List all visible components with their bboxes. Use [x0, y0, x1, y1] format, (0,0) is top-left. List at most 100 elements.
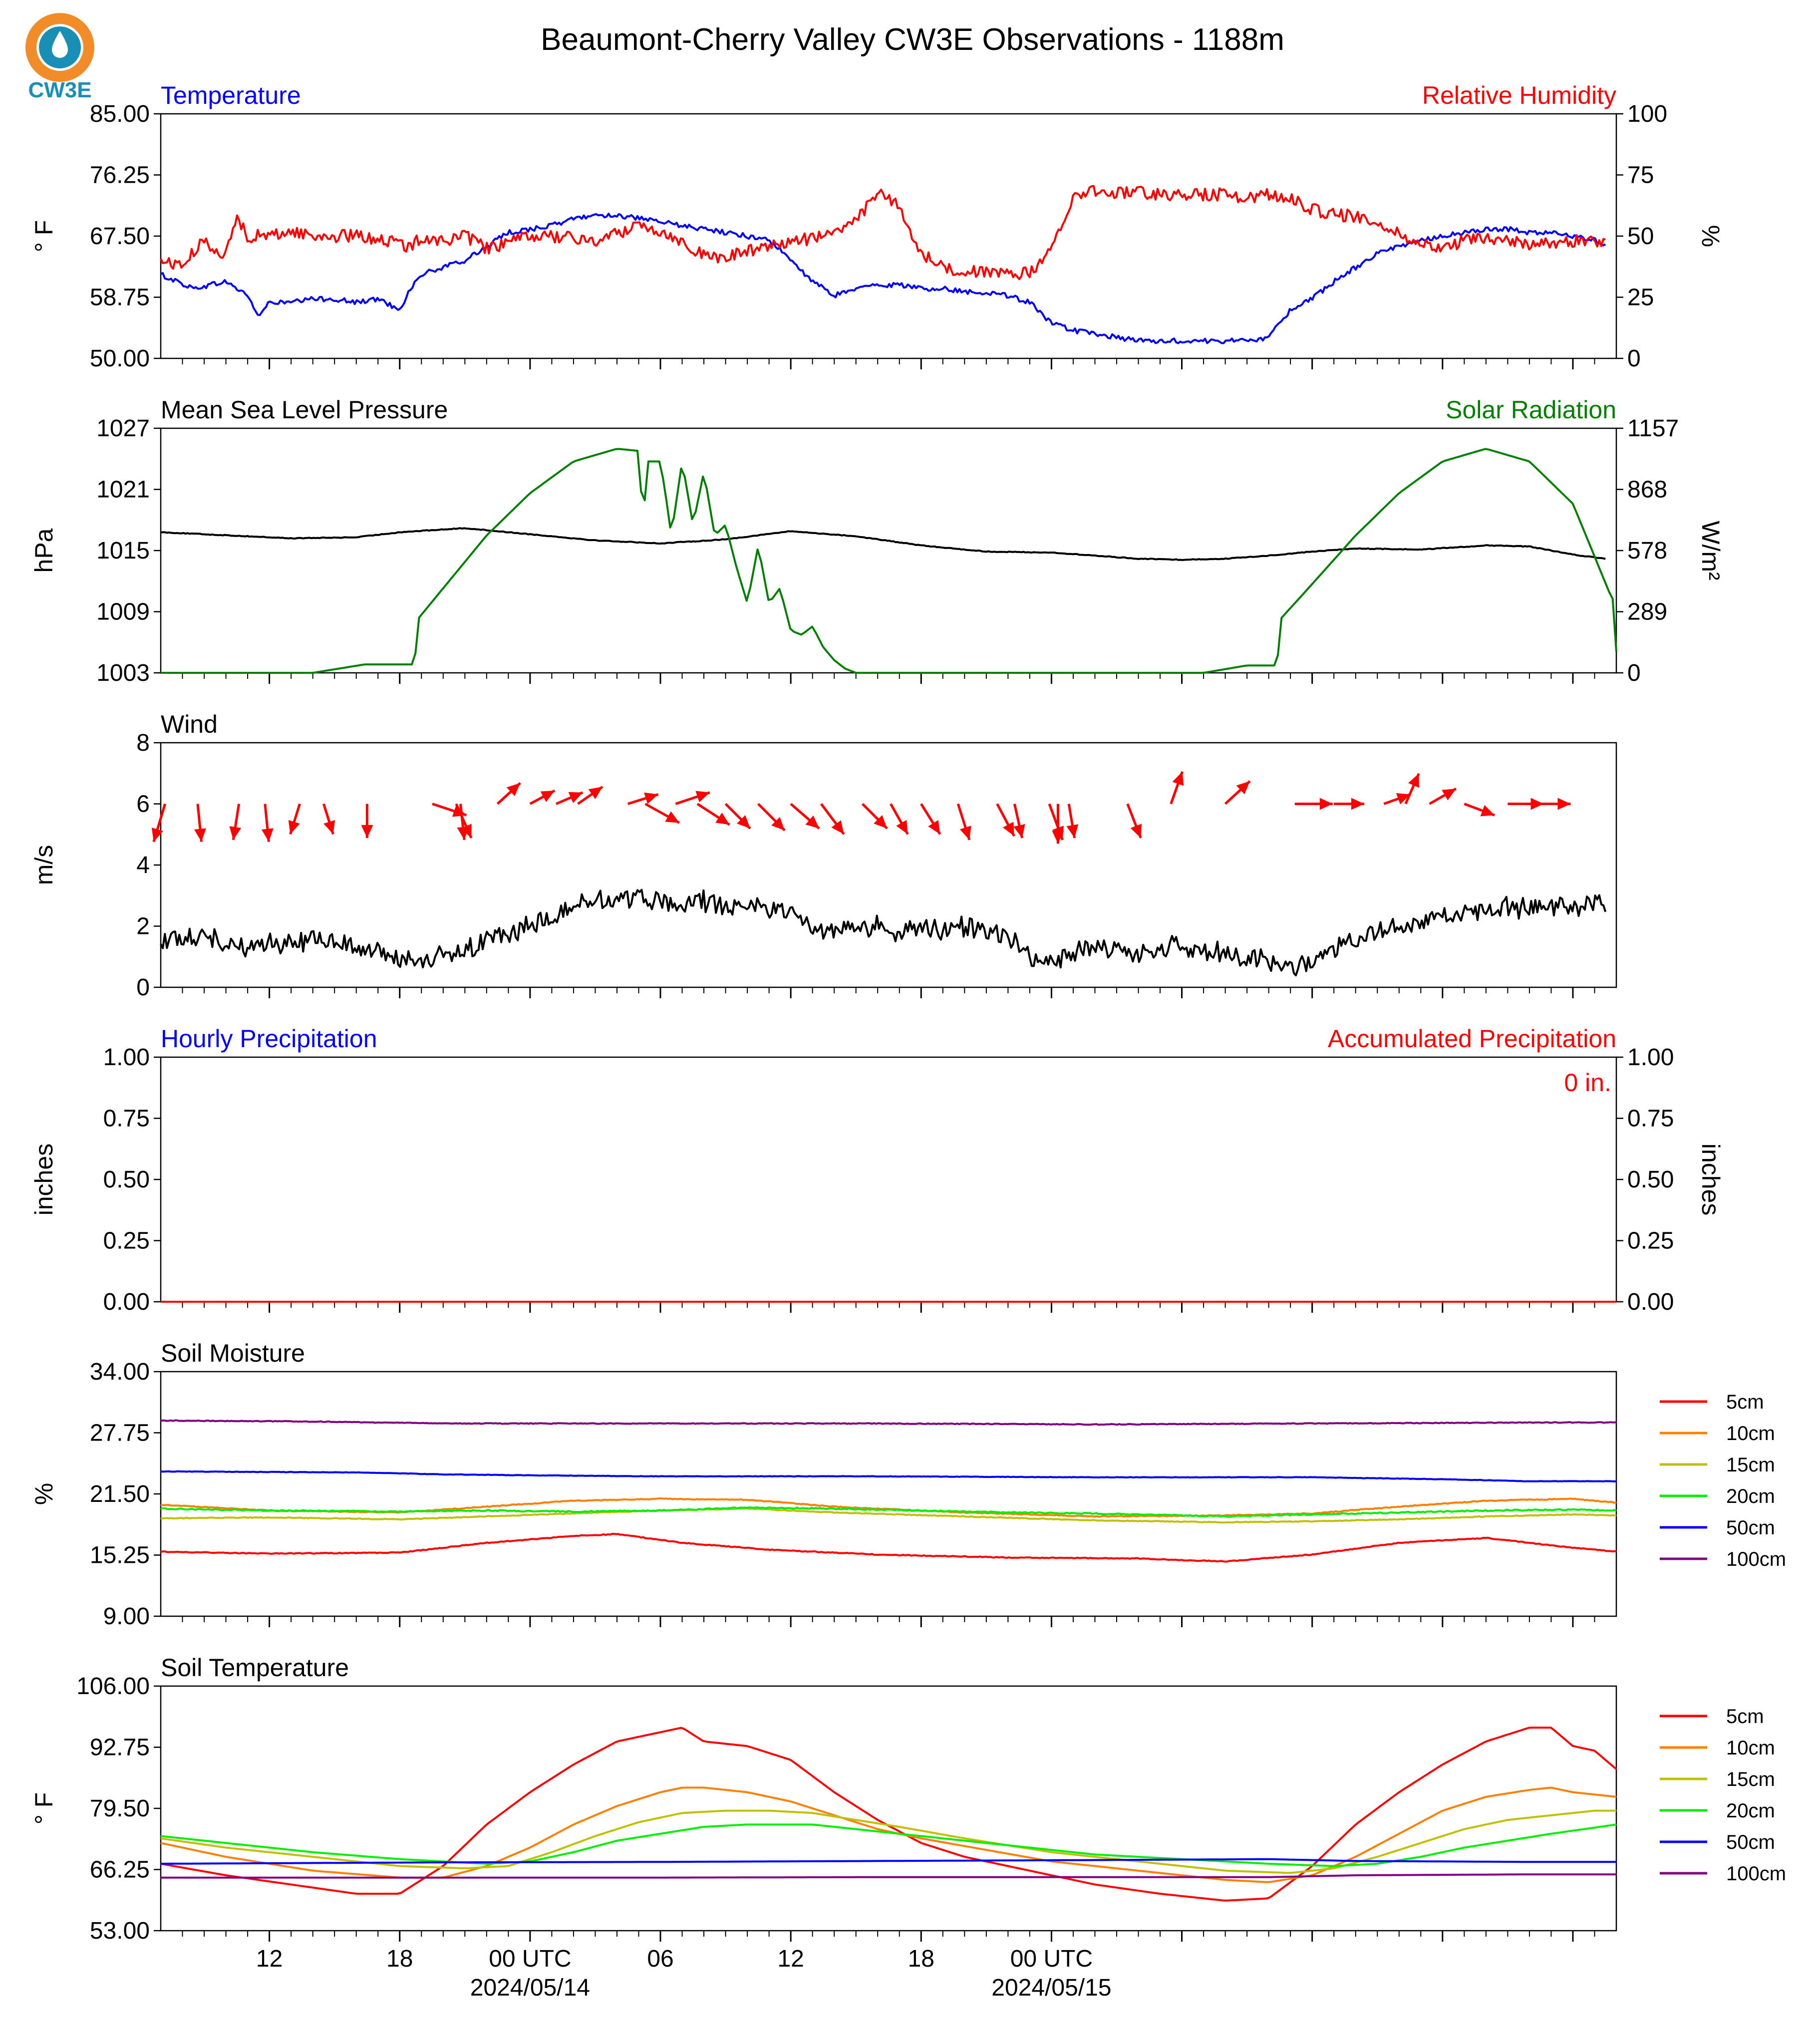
y-tick-label-right: 1157	[1627, 415, 1679, 442]
series-line-wind-speed	[160, 888, 1607, 977]
plot-frame	[160, 113, 1617, 359]
y-tick-label-left: 0.75	[103, 1106, 150, 1132]
cw3e-logo: CW3E	[25, 13, 94, 102]
series-line-100cm	[161, 1873, 1616, 1879]
wind-arrow-head	[644, 792, 658, 804]
y-tick-label-left: 6	[136, 791, 150, 818]
series-line-mean-sea-level-pressure	[160, 527, 1606, 561]
plot-frame	[160, 1056, 1617, 1303]
y-tick-label-left: 0.50	[103, 1166, 150, 1193]
panel-soil_temp: 106.00 92.75 79.50 66.25 53.00 Soil Temperatu…	[30, 1654, 1786, 1944]
panel-temp_rh: 85.00 76.25 67.50 58.75 50.00 100 75 50 25 0 Tempe…	[30, 81, 1725, 372]
legend-label: 100cm	[1726, 1548, 1786, 1570]
panels: 85.00 76.25 67.50 58.75 50.00 100 75 50 25 0 Tempe…	[30, 81, 1786, 2001]
wind-arrow-head	[874, 815, 888, 829]
legend-label: 10cm	[1726, 1423, 1775, 1445]
y-tick-label-left: 27.75	[90, 1420, 150, 1447]
y-tick-label-left: 9.00	[103, 1603, 150, 1630]
x-tick-label: 06	[647, 1946, 673, 1972]
x-date-label: 2024/05/14	[470, 1975, 590, 2001]
series-line-15cm	[160, 1507, 1617, 1524]
y-tick-label-left: 0.00	[103, 1289, 150, 1315]
y-axis-label-right: inches	[1697, 1144, 1725, 1216]
panel-title-left: Wind	[161, 710, 218, 738]
series-line-5cm	[160, 1532, 1617, 1563]
y-tick-label-left: 50.00	[90, 345, 150, 372]
y-tick-label-right: 289	[1627, 599, 1667, 625]
wind-arrow-head	[737, 815, 750, 829]
legend-label: 50cm	[1726, 1831, 1775, 1853]
legend-label: 20cm	[1726, 1485, 1775, 1507]
y-tick-label-right: 578	[1627, 538, 1667, 564]
y-tick-label-left: 66.25	[90, 1857, 150, 1883]
logo-text: CW3E	[28, 78, 91, 102]
y-tick-label-right: 0.00	[1627, 1289, 1674, 1315]
y-tick-label-left: 92.75	[90, 1735, 150, 1761]
panel-wind: 8 6 4 2 0 Wind m/s	[30, 710, 1617, 1001]
wind-arrow-head	[1557, 798, 1571, 810]
y-tick-label-right: 0	[1627, 345, 1641, 372]
y-axis-label-left: hPa	[30, 528, 58, 573]
wind-arrow-head	[229, 826, 242, 840]
wind-arrow-head	[1003, 822, 1014, 837]
y-tick-label-left: 0	[136, 974, 150, 1001]
water-drop-icon	[52, 31, 68, 58]
x-tick-label: 00 UTC	[489, 1946, 571, 1972]
wind-arrow-head	[506, 783, 521, 797]
y-tick-label-left: 21.50	[90, 1481, 150, 1507]
legend-label: 15cm	[1726, 1768, 1775, 1790]
y-tick-label-left: 34.00	[90, 1359, 150, 1385]
wind-arrow-head	[1530, 798, 1544, 810]
wind-arrow-head	[715, 813, 730, 825]
wind-arrow-head	[1442, 789, 1456, 801]
panel-soil_moisture: 34.00 27.75 21.50 15.25 9.00 Soil Moisture% 5c…	[30, 1339, 1786, 1630]
figure-title: Beaumont-Cherry Valley CW3E Observations…	[541, 22, 1284, 57]
y-axis-label-left: %	[30, 1483, 58, 1505]
plot-frame	[160, 742, 1617, 988]
wind-arrow-head	[805, 815, 820, 829]
wind-arrow-head	[1236, 781, 1250, 795]
panel-title-left: Soil Temperature	[161, 1654, 349, 1682]
series-line-20cm	[160, 1506, 1617, 1518]
y-axis-label-left: inches	[30, 1144, 58, 1216]
legend-label: 5cm	[1726, 1706, 1764, 1728]
accumulated-total-label: 0 in.	[1564, 1069, 1611, 1097]
y-tick-label-left: 1.00	[103, 1044, 150, 1071]
panel-title-right: Accumulated Precipitation	[1328, 1025, 1616, 1053]
y-tick-label-right: 75	[1627, 162, 1654, 189]
y-tick-label-left: 106.00	[76, 1673, 150, 1700]
x-tick-label: 18	[908, 1946, 934, 1972]
y-tick-label-right: 100	[1627, 101, 1667, 127]
series-line-temperature	[160, 213, 1606, 344]
y-tick-label-right: 0	[1627, 660, 1641, 686]
wind-arrow-head	[361, 825, 373, 838]
wind-arrow-head	[695, 791, 710, 803]
y-tick-label-right: 50	[1627, 223, 1654, 250]
wind-arrow-head	[323, 820, 335, 835]
y-tick-label-left: 1003	[96, 660, 150, 686]
wind-arrow-head	[1396, 793, 1411, 805]
wind-arrow-head	[959, 826, 971, 840]
y-tick-label-left: 15.25	[90, 1542, 150, 1569]
logo-ring	[25, 13, 94, 82]
wind-arrow-head	[540, 790, 555, 802]
y-tick-label-left: 4	[136, 852, 150, 878]
y-tick-label-left: 0.25	[103, 1228, 150, 1254]
legend-label: 20cm	[1726, 1800, 1775, 1822]
legend: 5cm 10cm 15cm 20cm 50cm 100cm	[1660, 1706, 1786, 1885]
wind-arrow-head	[665, 811, 679, 823]
wind-arrow-head	[1013, 824, 1025, 838]
plot-frame	[160, 1371, 1617, 1617]
x-tick-label: 12	[256, 1946, 283, 1972]
y-tick-label-left: 1015	[96, 538, 150, 564]
y-tick-label-left: 2	[136, 913, 150, 940]
panel-pressure_solar: 1027 1021 1015 1009 1003 1157 868 578 289 0 Mean S…	[30, 396, 1725, 686]
y-tick-label-right: 0.50	[1627, 1166, 1674, 1193]
y-tick-label-left: 1027	[96, 415, 150, 442]
plot-frame	[160, 427, 1617, 674]
x-axis-labels: 12 18 00 UTC 06 12 18 00 UTC 2024/05/14 2024/05/…	[256, 1946, 1112, 2001]
wind-arrow-head	[194, 828, 206, 842]
y-tick-label-left: 8	[136, 730, 150, 756]
wind-arrow-head	[1052, 831, 1064, 844]
